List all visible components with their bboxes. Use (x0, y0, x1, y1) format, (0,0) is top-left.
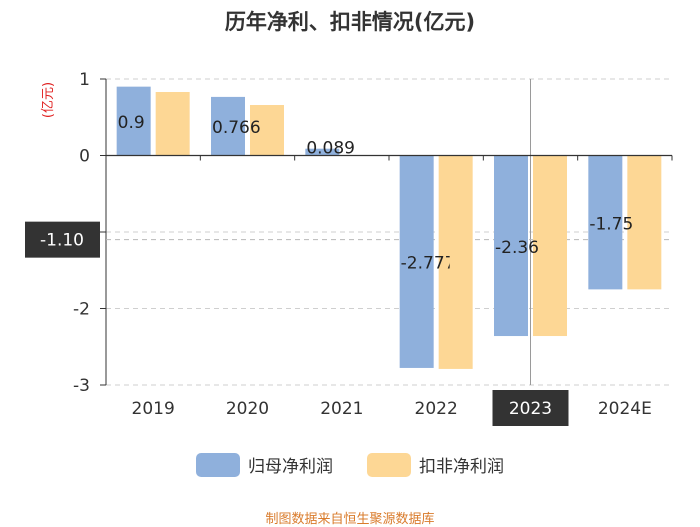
bar-net-profit-2024E[interactable] (588, 155, 623, 290)
legend-item-deducted-profit[interactable]: 扣非净利润 (367, 452, 504, 477)
source-note: 制图数据来自恒生聚源数据库 (265, 512, 435, 527)
crosshair-x-label-box (492, 390, 569, 426)
x-tick-label: 2022 (415, 399, 458, 419)
bar-net-profit-2020[interactable] (211, 96, 245, 156)
data-label: -2.36 (495, 238, 539, 258)
x-tick-label: 2020 (226, 399, 269, 419)
crosshair-y-label: -1.10 (40, 231, 84, 251)
data-label: 0.9 (118, 113, 145, 133)
bar-deducted-profit-2022[interactable] (438, 155, 473, 369)
legend-swatch-deducted-profit (367, 452, 411, 477)
data-label: -1.75 (589, 214, 633, 234)
data-label: 0.089 (306, 139, 355, 159)
y-tick-label: -3 (73, 376, 90, 396)
bar-net-profit-2019[interactable] (116, 86, 151, 156)
y-tick-label: -2 (73, 300, 90, 320)
legend-label-net-profit: 归母净利润 (248, 457, 333, 477)
y-tick-label: 0 (79, 147, 90, 167)
bar-deducted-profit-2023[interactable] (533, 155, 567, 337)
x-tick-label: 2019 (132, 399, 175, 419)
y-tick-label: 1 (79, 70, 90, 90)
legend-item-net-profit[interactable]: 归母净利润 (196, 452, 333, 477)
legend-swatch-net-profit (196, 452, 240, 477)
chart-title: 历年净利、扣非情况(亿元) (224, 10, 476, 34)
crosshair-x-label: 2023 (509, 399, 552, 419)
bar-deducted-profit-2024E[interactable] (627, 155, 662, 290)
bar-net-profit-2022[interactable] (399, 155, 434, 368)
bar-net-profit-2023[interactable] (494, 155, 528, 337)
bar-deducted-profit-2019[interactable] (155, 92, 190, 156)
legend-label-deducted-profit: 扣非净利润 (419, 457, 504, 477)
chart-legend: 归母净利润 扣非净利润 (0, 452, 700, 477)
bar-deducted-profit-2020[interactable] (250, 105, 284, 156)
crosshair-y-label-box (25, 221, 100, 258)
bar-net-profit-2021[interactable] (305, 148, 340, 156)
x-tick-label: 2021 (320, 399, 363, 419)
data-label: 0.766 (212, 118, 261, 138)
y-axis-label: (亿元) (41, 82, 56, 118)
data-label: -2.777 (401, 254, 456, 274)
x-tick-label: 2024E (598, 399, 652, 419)
